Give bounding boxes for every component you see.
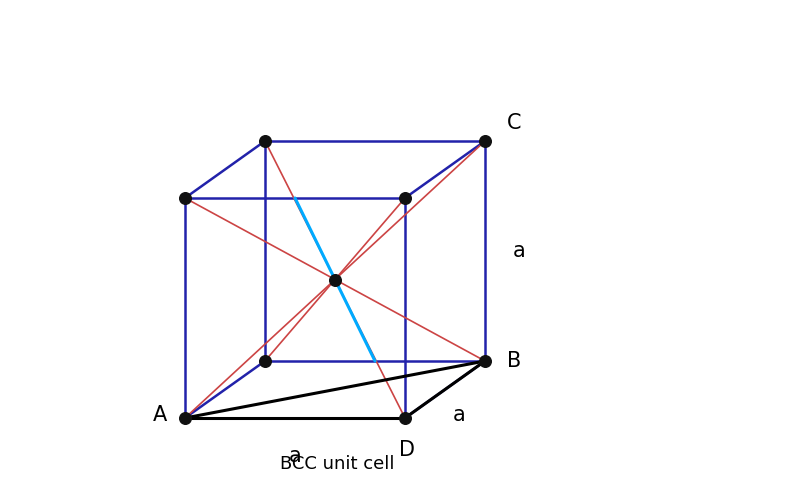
Point (478, 137, 491, 145)
Text: A: A (153, 405, 167, 425)
Point (258, 357, 271, 365)
Text: a: a (453, 404, 466, 424)
Text: D: D (399, 440, 415, 460)
Point (258, 137, 271, 145)
Text: B: B (507, 351, 522, 371)
Point (178, 194, 191, 202)
Point (398, 414, 411, 422)
Text: BCC unit cell: BCC unit cell (280, 455, 394, 473)
Point (398, 194, 411, 202)
Text: a: a (289, 446, 302, 466)
Point (329, 276, 342, 283)
Point (478, 357, 491, 365)
Text: a: a (513, 241, 526, 261)
Point (178, 414, 191, 422)
Text: C: C (507, 113, 522, 133)
